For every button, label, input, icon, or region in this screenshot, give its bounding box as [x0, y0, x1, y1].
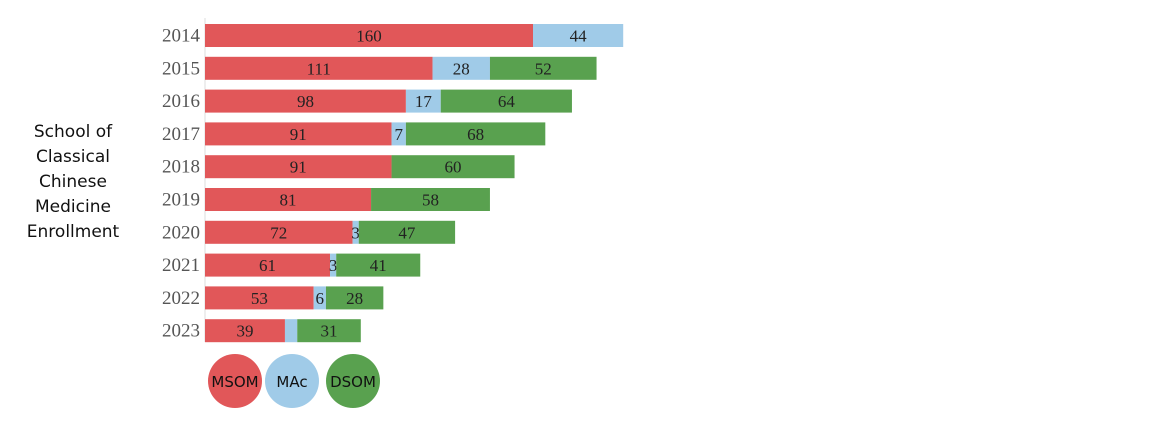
value-label-dsom-2021: 41	[370, 256, 387, 275]
year-label-2018: 2018	[162, 157, 200, 178]
bar-mac-2015	[432, 56, 490, 80]
legend-label-msom: MSOM	[211, 373, 258, 391]
value-label-msom-2020: 72	[270, 223, 287, 242]
legend-swatch-dsom	[326, 354, 380, 408]
value-label-dsom-2016: 64	[498, 92, 516, 111]
legend: MSOM MAc DSOM	[208, 354, 380, 408]
bar-mac-2020	[352, 220, 359, 244]
bar-dsom-2017	[405, 122, 546, 146]
bar-dsom-2021	[336, 253, 421, 277]
legend-label-mac: MAc	[276, 373, 307, 391]
value-label-msom-2021: 61	[259, 256, 276, 275]
year-label-2016: 2016	[162, 91, 200, 112]
value-label-dsom-2015: 52	[535, 59, 552, 78]
year-label-2014: 2014	[162, 26, 201, 47]
chart-title: School of Classical Chinese Medicine Enr…	[26, 122, 120, 242]
value-label-msom-2022: 53	[251, 289, 268, 308]
year-label-2022: 2022	[162, 288, 200, 309]
bar-dsom-2018	[391, 155, 515, 179]
year-label-2020: 2020	[162, 222, 200, 243]
bar-dsom-2020	[358, 220, 456, 244]
bar-mac-2023	[284, 319, 298, 343]
bar-msom-2016	[205, 89, 406, 113]
value-label-mac-2017: 7	[394, 125, 403, 144]
bar-msom-2020	[205, 220, 353, 244]
value-label-mac-2021: 3	[329, 256, 338, 275]
bar-msom-2018	[205, 155, 392, 179]
legend-swatch-msom	[208, 354, 262, 408]
bar-dsom-2023	[297, 319, 361, 343]
year-label-2017: 2017	[162, 124, 200, 145]
value-label-dsom-2017: 68	[467, 125, 484, 144]
value-label-dsom-2022: 28	[346, 289, 363, 308]
bar-msom-2017	[205, 122, 392, 146]
bar-msom-2015	[205, 56, 433, 80]
year-label-2021: 2021	[162, 255, 200, 276]
legend-label-dsom: DSOM	[330, 373, 376, 391]
value-label-mac-2016: 17	[415, 92, 433, 111]
value-label-dsom-2019: 58	[422, 191, 439, 210]
bar-msom-2022	[205, 286, 314, 310]
value-label-msom-2014: 160	[356, 27, 382, 46]
bar-msom-2019	[205, 188, 372, 211]
value-label-msom-2016: 98	[297, 92, 314, 111]
value-label-msom-2019: 81	[280, 191, 297, 210]
value-label-msom-2018: 91	[290, 158, 307, 177]
value-label-mac-2014: 44	[570, 27, 588, 46]
bar-dsom-2022	[325, 286, 384, 310]
value-label-mac-2015: 28	[453, 59, 470, 78]
bar-mac-2014	[533, 24, 624, 47]
value-label-msom-2017: 91	[290, 125, 307, 144]
year-label-2015: 2015	[162, 58, 200, 79]
bar-mac-2022	[313, 286, 326, 310]
legend-swatch-mac	[265, 354, 319, 408]
bar-dsom-2015	[489, 56, 597, 80]
bar-mac-2021	[330, 253, 337, 277]
year-label-2019: 2019	[162, 190, 200, 211]
value-label-mac-2020: 3	[351, 223, 360, 242]
value-label-dsom-2018: 60	[445, 158, 462, 177]
value-label-dsom-2023: 31	[321, 322, 338, 341]
value-label-msom-2023: 39	[236, 322, 253, 341]
bar-mac-2016	[405, 89, 441, 113]
bar-dsom-2016	[440, 89, 572, 113]
value-label-msom-2015: 111	[307, 59, 331, 78]
year-labels: 2014 2015 2016 2017 2018 2019 2020 2021 2022 2023	[162, 26, 201, 342]
bar-dsom-2019	[371, 188, 490, 211]
bar-msom-2021	[205, 253, 331, 277]
value-label-dsom-2020: 47	[398, 223, 416, 242]
value-label-mac-2022: 6	[316, 289, 325, 308]
bar-msom-2023	[205, 319, 285, 343]
bar-msom-2014	[205, 24, 533, 47]
year-label-2023: 2023	[162, 321, 200, 342]
bar-mac-2017	[391, 122, 406, 146]
